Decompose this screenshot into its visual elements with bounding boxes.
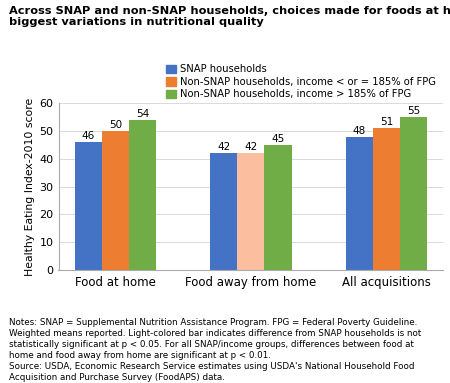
Text: Across SNAP and non-SNAP households, choices made for foods at home had the
bigg: Across SNAP and non-SNAP households, cho…: [9, 6, 450, 27]
Text: 55: 55: [407, 106, 420, 116]
Y-axis label: Healthy Eating Index-2010 score: Healthy Eating Index-2010 score: [25, 98, 36, 276]
Bar: [346, 137, 373, 270]
Text: 45: 45: [271, 134, 284, 144]
Text: 48: 48: [353, 126, 366, 136]
Bar: [265, 145, 292, 270]
Legend: SNAP households, Non-SNAP households, income < or = 185% of FPG, Non-SNAP househ: SNAP households, Non-SNAP households, in…: [166, 64, 436, 99]
Text: 50: 50: [109, 120, 122, 130]
Bar: [237, 153, 265, 270]
Bar: [75, 142, 102, 270]
Bar: [210, 153, 237, 270]
Text: 54: 54: [136, 109, 149, 119]
Bar: [102, 131, 129, 270]
Text: 46: 46: [82, 131, 95, 141]
Text: 42: 42: [217, 142, 230, 152]
Text: 42: 42: [244, 142, 257, 152]
Bar: [373, 128, 400, 270]
Text: 51: 51: [380, 117, 393, 127]
Text: Notes: SNAP = Supplemental Nutrition Assistance Program. FPG = Federal Poverty G: Notes: SNAP = Supplemental Nutrition Ass…: [9, 318, 421, 382]
Bar: [129, 120, 156, 270]
Bar: [400, 117, 427, 270]
